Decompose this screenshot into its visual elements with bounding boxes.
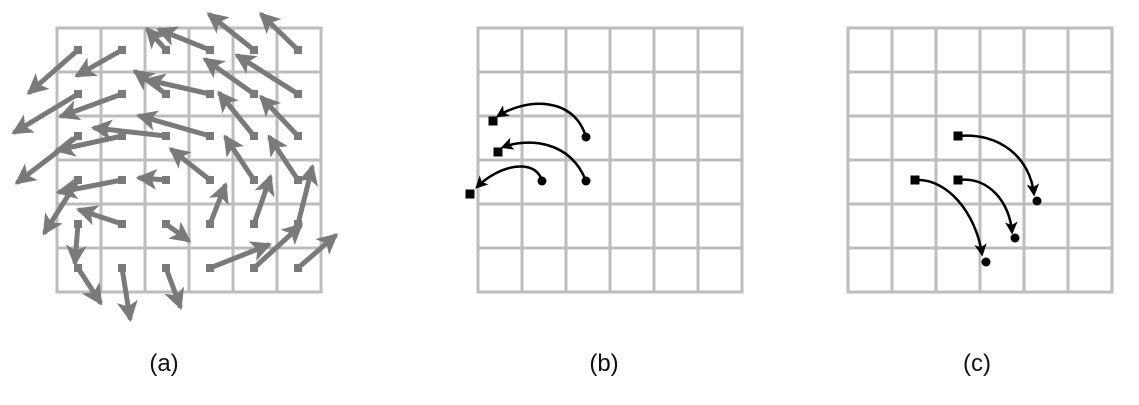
vector-arrow [251,223,304,271]
sample-point [74,264,82,272]
sample-point [118,132,126,140]
vector-arrow [202,57,257,97]
sample-point [118,220,126,228]
trajectory-start [581,176,591,186]
sample-point [162,176,170,184]
trajectory-start [953,131,963,141]
sample-point [118,176,126,184]
vector-arrow [207,182,229,227]
vector-arrow [135,110,213,139]
sample-point [294,90,302,98]
vector-arrow [75,265,103,306]
sample-point [250,90,258,98]
vector-arrow [234,53,301,97]
vector-arrow [217,90,257,139]
sample-point [250,176,258,184]
vector-arrow [90,119,169,141]
vector-arrow [259,94,301,139]
trajectory-end [981,257,991,267]
vector-arrow [156,26,213,53]
trajectory-start [537,176,547,186]
sample-point [294,132,302,140]
vector-arrow [251,174,275,227]
sample-point [162,132,170,140]
sample-point [206,264,214,272]
sample-point [250,220,258,228]
panel-b-grid [476,26,744,294]
sample-point [250,264,258,272]
sample-point [118,90,126,98]
trajectory-curve [475,165,544,189]
vector-arrow [74,47,125,78]
vector-arrow [295,233,339,271]
sample-point [250,46,258,54]
caption-c: (c) [963,350,991,377]
vector-arrow [295,163,319,227]
vector-arrow [55,177,125,200]
vector-arrow [76,205,125,227]
trajectory-curve [914,178,987,257]
vector-arrow [163,265,185,310]
sample-point [162,264,170,272]
sample-point [162,220,170,228]
panel-a-vector-field [11,12,339,323]
sample-point [74,46,82,54]
sample-point [74,90,82,98]
caption-b: (b) [589,350,619,377]
sample-point [162,90,170,98]
trajectory-curve [495,102,588,138]
trajectory-curve [957,178,1018,235]
trajectory-end [488,116,498,126]
vector-arrow [65,221,87,267]
trajectory-curve [500,137,588,182]
sample-point [206,220,214,228]
sample-point [206,90,214,98]
trajectory-end [1010,233,1020,243]
sample-point [118,46,126,54]
trajectory-start [953,175,963,185]
sample-point [206,46,214,54]
vector-arrow [223,134,257,183]
sample-point [250,132,258,140]
sample-point [294,264,302,272]
trajectory-curve [957,134,1040,197]
sample-point [206,176,214,184]
vector-arrow [135,168,169,190]
panel-a-grid [55,26,323,294]
sample-point [294,46,302,54]
vector-arrow [143,73,213,97]
sample-point [294,176,302,184]
vector-arrow [58,91,125,121]
trajectory-start [581,132,591,142]
trajectory-end [1032,196,1042,206]
panel-b-trajectories [465,26,744,294]
vector-arrow [11,91,81,135]
sample-point [74,176,82,184]
trajectory-start [910,175,920,185]
panel-b-curves [465,102,591,199]
sample-point [74,132,82,140]
caption-a: (a) [149,350,179,377]
vector-arrow [258,12,301,53]
sample-point [118,264,126,272]
panel-a-arrows [11,12,339,323]
sample-point [74,220,82,228]
trajectory-end [465,189,475,199]
vector-arrow [267,134,301,183]
vector-arrow [168,147,213,183]
sample-point [162,46,170,54]
panel-c-trajectories [846,26,1114,294]
trajectory-end [493,147,503,157]
panel-c-curves [910,131,1042,267]
panel-c-grid [846,26,1114,294]
vector-arrow [207,241,272,271]
sample-point [206,132,214,140]
vector-arrow [116,265,138,323]
vector-arrow [26,47,81,95]
vector-arrow [206,12,257,53]
